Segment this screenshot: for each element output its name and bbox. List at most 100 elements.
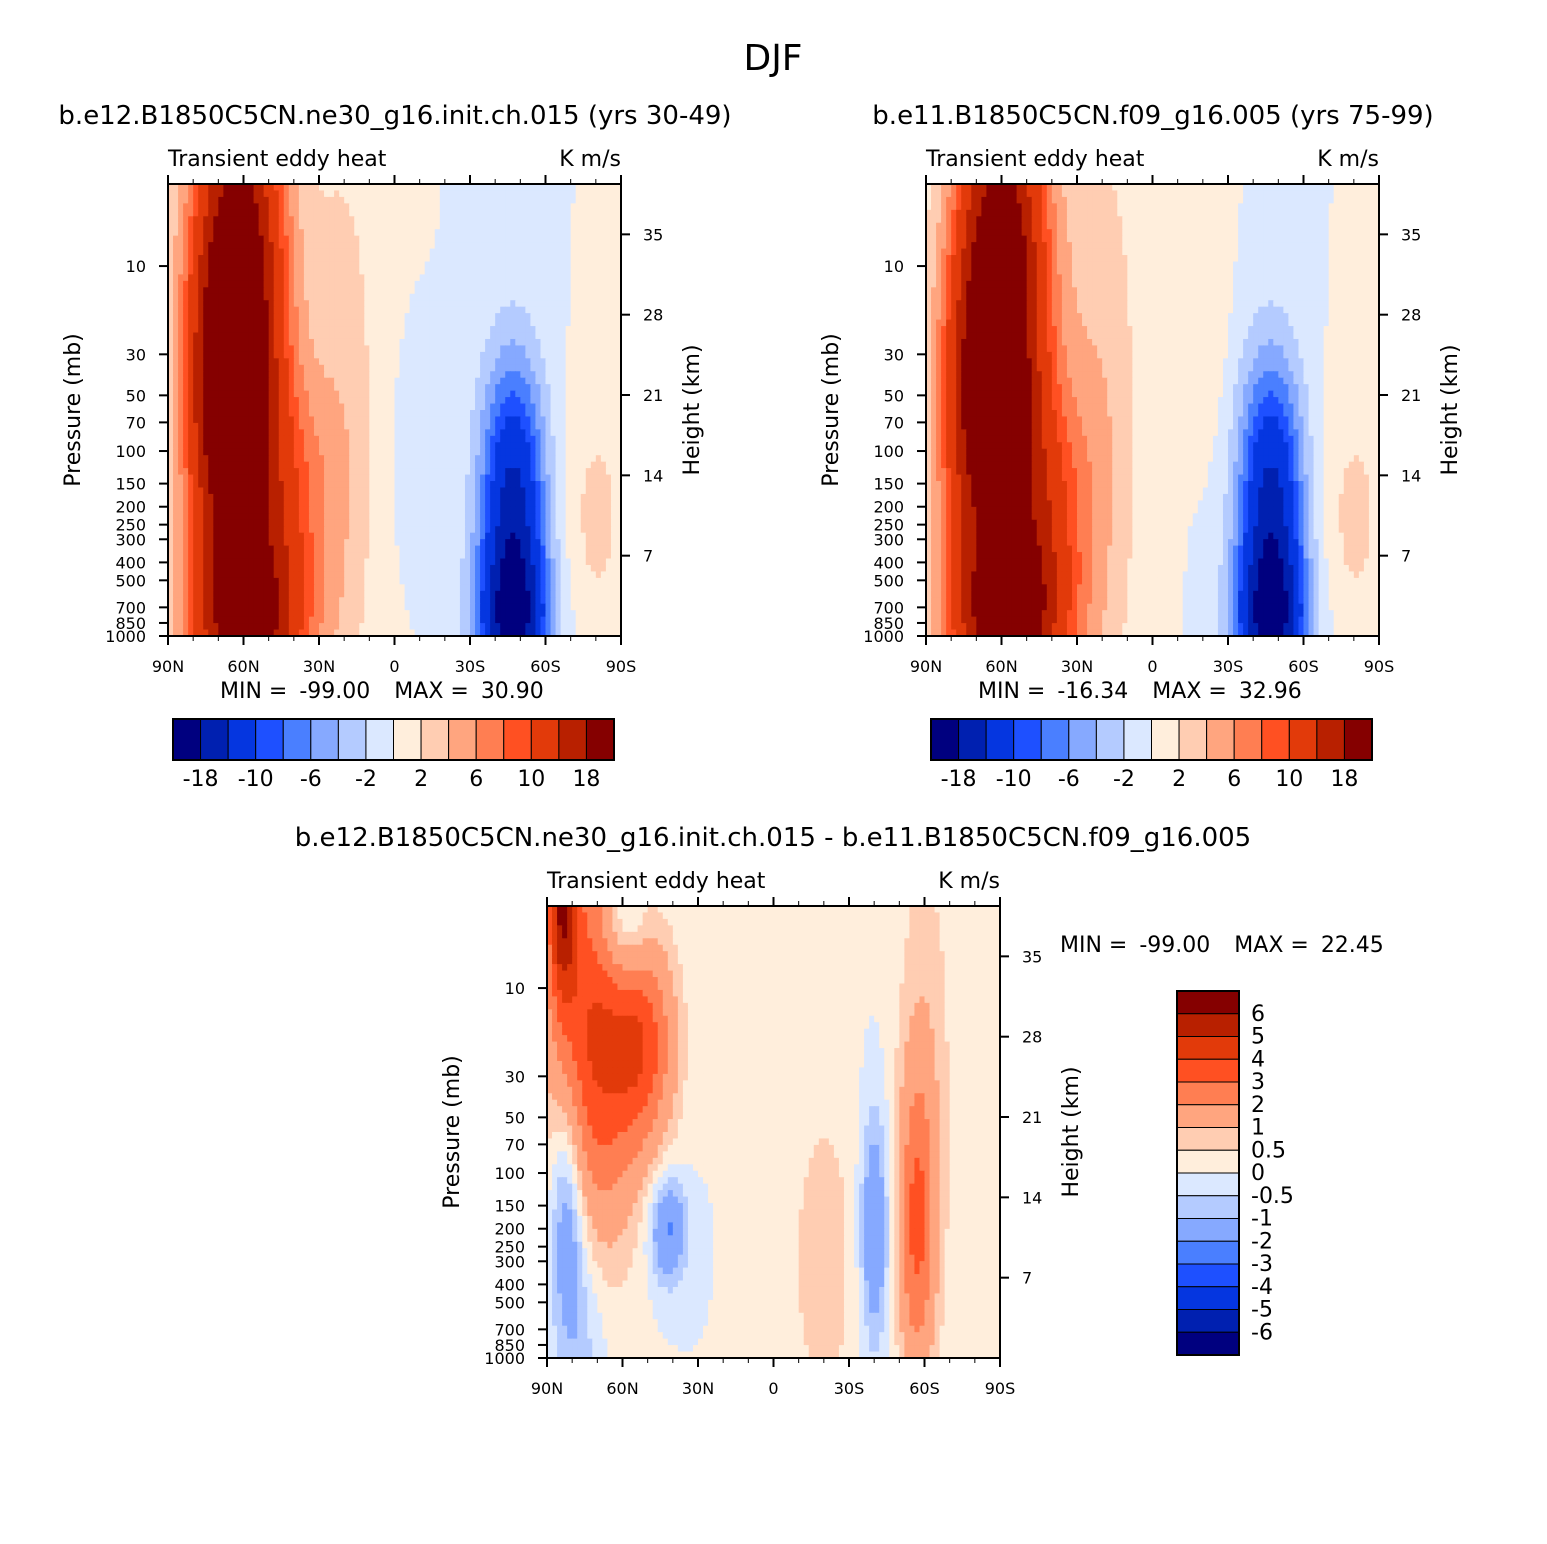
contour-cell <box>439 513 446 521</box>
contour-cell <box>414 410 421 418</box>
contour-cell <box>188 435 194 443</box>
contour-cell <box>268 442 275 450</box>
contour-cell <box>178 461 184 469</box>
contour-cell <box>283 429 290 437</box>
contour-cell <box>454 358 461 366</box>
contour-cell <box>409 390 416 398</box>
contour-cell <box>278 261 285 269</box>
contour-cell <box>540 196 547 204</box>
contour-cell <box>500 222 506 230</box>
contour-cell <box>439 468 446 476</box>
contour-cell <box>213 287 219 295</box>
contour-cell <box>203 448 209 456</box>
contour-cell <box>505 461 511 469</box>
contour-cell <box>419 261 426 269</box>
contour-cell <box>600 184 607 192</box>
contour-cell <box>434 468 441 476</box>
contour-cell <box>364 203 370 211</box>
contour-cell <box>550 519 557 527</box>
contour-cell <box>475 351 481 359</box>
contour-cell <box>298 280 305 288</box>
contour-cell <box>288 313 295 321</box>
contour-cell <box>374 519 380 527</box>
contour-cell <box>329 332 335 340</box>
contour-cell <box>223 242 229 250</box>
contour-cell <box>449 351 456 359</box>
contour-cell <box>329 326 335 334</box>
contour-cell <box>459 229 466 237</box>
contour-cell <box>369 403 375 411</box>
contour-cell <box>404 229 411 237</box>
contour-cell <box>248 532 255 540</box>
contour-cell <box>409 338 416 347</box>
contour-cell <box>213 351 219 359</box>
contour-cell <box>188 493 194 501</box>
contour-cell <box>439 422 446 430</box>
contour-cell <box>424 216 431 224</box>
contour-cell <box>525 248 531 256</box>
contour-cell <box>329 532 335 540</box>
contour-cell <box>600 203 607 211</box>
contour-cell <box>470 222 476 230</box>
contour-cell <box>424 287 431 295</box>
contour-cell <box>324 384 330 392</box>
contour-cell <box>480 461 486 469</box>
contour-cell <box>560 267 567 275</box>
contour-cell <box>228 338 235 347</box>
contour-cell <box>429 287 436 295</box>
contour-cell <box>449 306 456 314</box>
contour-cell <box>334 261 340 269</box>
contour-cell <box>193 196 199 204</box>
contour-cell <box>193 461 199 469</box>
contour-cell <box>288 338 295 347</box>
contour-cell <box>258 222 265 230</box>
contour-cell <box>298 410 305 418</box>
contour-cell <box>459 338 466 347</box>
contour-cell <box>248 255 255 263</box>
contour-cell <box>263 196 270 204</box>
contour-cell <box>369 461 375 469</box>
contour-cell <box>228 313 235 321</box>
contour-cell <box>434 487 441 495</box>
contour-cell <box>404 429 411 437</box>
contour-cell <box>590 313 597 321</box>
contour-cell <box>394 442 401 450</box>
contour-cell <box>319 222 325 230</box>
contour-cell <box>329 539 335 547</box>
contour-cell <box>419 506 426 514</box>
contour-cell <box>500 422 506 430</box>
contour-cell <box>374 216 380 224</box>
contour-cell <box>183 410 189 418</box>
contour-cell <box>449 358 456 366</box>
contour-cell <box>600 416 607 424</box>
contour-cell <box>560 242 567 250</box>
contour-cell <box>329 248 335 256</box>
contour-cell <box>475 461 481 469</box>
contour-cell <box>173 184 179 192</box>
contour-cell <box>218 422 224 430</box>
contour-cell <box>470 410 476 418</box>
contour-cell <box>610 242 617 250</box>
contour-cell <box>500 506 506 514</box>
contour-cell <box>243 216 250 224</box>
contour-cell <box>470 377 476 385</box>
contour-cell <box>424 429 431 437</box>
contour-cell <box>490 287 496 295</box>
contour-cell <box>510 474 516 482</box>
contour-cell <box>263 280 270 288</box>
contour-cell <box>313 267 320 275</box>
contour-cell <box>470 513 476 521</box>
contour-cell <box>505 300 511 308</box>
contour-cell <box>495 274 501 282</box>
contour-cell <box>213 493 219 501</box>
contour-cell <box>590 229 597 237</box>
contour-cell <box>510 229 516 237</box>
contour-cell <box>334 306 340 314</box>
contour-cell <box>283 455 290 463</box>
contour-cell <box>454 422 461 430</box>
contour-cell <box>615 261 622 269</box>
contour-cell <box>188 422 194 430</box>
contour-cell <box>610 293 617 301</box>
contour-cell <box>464 513 471 521</box>
contour-cell <box>273 455 280 463</box>
